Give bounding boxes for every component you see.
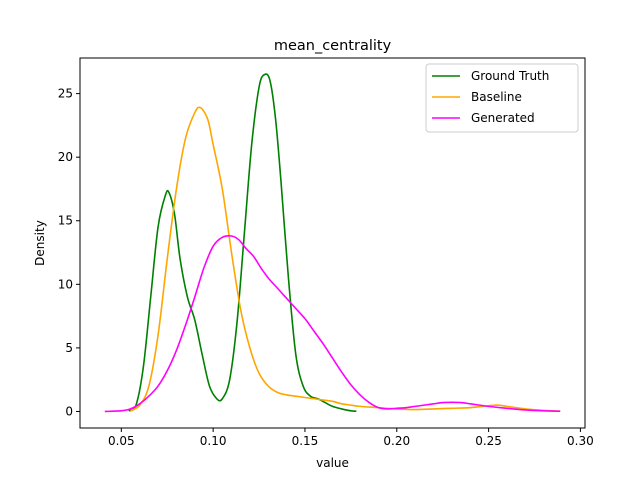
x-tick-label: 0.25 xyxy=(475,434,502,448)
y-tick-label: 5 xyxy=(65,341,73,355)
y-axis: 0 5 10 15 20 25 xyxy=(58,87,80,418)
plot-area xyxy=(79,57,586,429)
x-tick-label: 0.20 xyxy=(383,434,410,448)
y-tick-label: 0 xyxy=(65,404,73,418)
legend-box xyxy=(425,63,579,133)
x-axis: 0.05 0.10 0.15 0.20 0.25 0.30 xyxy=(108,428,594,448)
series-line-ground-truth xyxy=(128,73,357,413)
y-axis-label: Density xyxy=(33,220,47,266)
y-tick-label: 10 xyxy=(58,277,73,291)
legend-label: Ground Truth xyxy=(471,69,549,83)
series-line-generated xyxy=(104,234,561,413)
legend: Ground Truth Baseline Generated xyxy=(425,63,579,133)
x-tick-label: 0.05 xyxy=(108,434,135,448)
legend-label: Baseline xyxy=(471,90,522,104)
y-tick-label: 20 xyxy=(58,150,73,164)
chart-title: mean_centrality xyxy=(274,38,392,54)
x-tick-label: 0.30 xyxy=(567,434,594,448)
x-axis-label: value xyxy=(316,456,349,470)
x-tick-label: 0.15 xyxy=(292,434,319,448)
series-line-baseline xyxy=(130,106,561,413)
x-tick-label: 0.10 xyxy=(200,434,227,448)
series-layer xyxy=(104,73,561,413)
y-tick-label: 25 xyxy=(58,87,73,101)
y-tick-label: 15 xyxy=(58,214,73,228)
legend-label: Generated xyxy=(471,111,535,125)
plot-frame xyxy=(79,57,586,429)
